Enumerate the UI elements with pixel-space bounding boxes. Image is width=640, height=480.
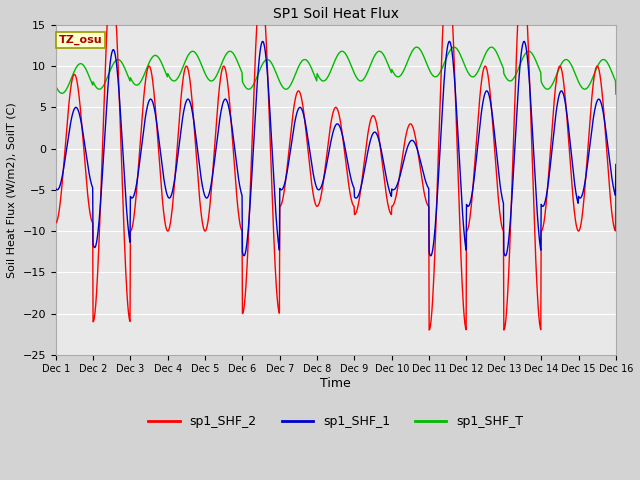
- sp1_SHF_2: [271, 270, 279, 276]
- sp1_SHF_2: [612, 179, 620, 184]
- sp1_SHF_1: [175, 139, 183, 145]
- sp1_SHF_2: [285, 146, 293, 152]
- sp1_SHF_1: [286, 151, 294, 157]
- Text: TZ_osu: TZ_osu: [58, 35, 102, 45]
- sp1_SHF_2: [515, 2, 522, 8]
- sp1_SHF_T: [271, 69, 279, 74]
- sp1_SHF_1: [612, 162, 620, 168]
- Line: sp1_SHF_2: sp1_SHF_2: [56, 0, 616, 330]
- Line: sp1_SHF_T: sp1_SHF_T: [56, 47, 616, 94]
- sp1_SHF_1: [259, 38, 266, 44]
- sp1_SHF_1: [563, 110, 571, 116]
- sp1_SHF_T: [52, 83, 60, 89]
- sp1_SHF_1: [515, 81, 522, 86]
- Y-axis label: Soil Heat Flux (W/m2), SoilT (C): Soil Heat Flux (W/m2), SoilT (C): [7, 102, 17, 278]
- sp1_SHF_T: [612, 91, 620, 97]
- X-axis label: Time: Time: [321, 377, 351, 390]
- Line: sp1_SHF_1: sp1_SHF_1: [56, 41, 616, 256]
- sp1_SHF_2: [52, 220, 60, 226]
- sp1_SHF_1: [240, 253, 248, 259]
- sp1_SHF_1: [52, 186, 60, 192]
- sp1_SHF_T: [285, 84, 293, 90]
- sp1_SHF_1: [422, 181, 430, 187]
- sp1_SHF_T: [422, 59, 430, 65]
- sp1_SHF_T: [413, 44, 420, 50]
- sp1_SHF_T: [175, 72, 183, 78]
- sp1_SHF_T: [515, 66, 522, 72]
- Legend: sp1_SHF_2, sp1_SHF_1, sp1_SHF_T: sp1_SHF_2, sp1_SHF_1, sp1_SHF_T: [143, 410, 528, 433]
- sp1_SHF_T: [563, 57, 570, 62]
- sp1_SHF_1: [273, 216, 280, 222]
- sp1_SHF_2: [563, 114, 571, 120]
- Title: SP1 Soil Heat Flux: SP1 Soil Heat Flux: [273, 7, 399, 21]
- sp1_SHF_2: [422, 196, 429, 202]
- sp1_SHF_2: [175, 114, 183, 120]
- sp1_SHF_2: [426, 327, 433, 333]
